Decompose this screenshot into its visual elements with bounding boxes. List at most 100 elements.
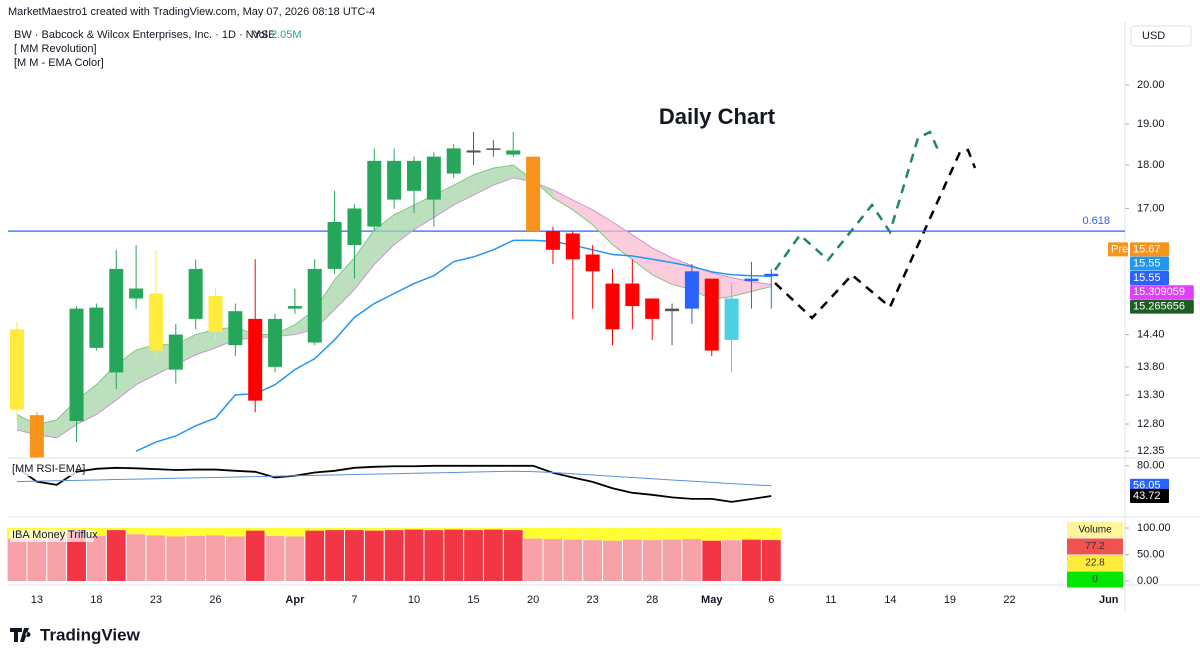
pane-label: [MM RSI-EMA] (12, 463, 85, 475)
ribbon-segment (195, 329, 216, 355)
candle-body (665, 308, 680, 312)
candle-body (625, 283, 640, 307)
flow-background (384, 528, 405, 531)
flow-bar (285, 536, 305, 581)
flow-bar (742, 539, 761, 581)
flow-background (562, 528, 583, 540)
candle-body (69, 308, 84, 422)
flow-bar (364, 530, 384, 581)
candle-body (645, 298, 660, 319)
flow-background (602, 528, 623, 541)
ribbon-segment (652, 247, 673, 285)
price-tag: 15.309059 (1133, 286, 1185, 298)
x-tick-label: 10 (408, 594, 420, 606)
rsi-tag: 43.72 (1133, 490, 1161, 502)
flow-bar (67, 529, 86, 581)
price-tag-box (1130, 285, 1194, 300)
candle-body (684, 271, 699, 309)
y-tick-label: 14.40 (1137, 328, 1165, 340)
rsi-tag-box (1130, 488, 1169, 503)
x-tick-label: 14 (884, 594, 896, 606)
price-tag-box (1130, 299, 1194, 314)
ribbon-segment (592, 209, 613, 245)
price-tag: 15.67 (1133, 243, 1161, 255)
rsi-tag: 56.05 (1133, 480, 1161, 492)
projection-green (773, 130, 940, 271)
candle-body (724, 298, 739, 340)
flow-bar (642, 540, 662, 581)
price-tag-box (1130, 256, 1169, 271)
flow-background (423, 528, 444, 531)
ema-line (135, 239, 772, 452)
candle-body (228, 311, 243, 346)
flow-bar (126, 534, 146, 581)
y-tick-label: 12.80 (1137, 418, 1165, 430)
flow-bar (325, 530, 345, 581)
x-tick-label: Apr (285, 594, 305, 606)
flow-background (225, 528, 246, 537)
y-tick-label: 13.80 (1137, 361, 1165, 373)
flow-bar (345, 530, 364, 581)
currency-box[interactable] (1130, 25, 1192, 47)
indicator-label: [ MM Revolution] (14, 43, 97, 55)
x-tick-label: 6 (768, 594, 774, 606)
flow-bar (444, 529, 464, 581)
flow-bar (404, 529, 424, 581)
candle-body (545, 231, 560, 250)
flow-background (543, 528, 563, 540)
ribbon-segment (414, 195, 434, 230)
y-tick-label: 80.00 (1137, 460, 1165, 472)
candle-body (764, 273, 779, 277)
ribbon-fast-line (16, 164, 772, 426)
candle-body (367, 160, 382, 227)
x-tick-label: 20 (527, 594, 539, 606)
y-tick-label: 18.00 (1137, 159, 1165, 171)
flow-bar (761, 540, 781, 581)
flow-background (106, 528, 127, 531)
flow-background (582, 528, 603, 541)
flow-background (344, 528, 365, 531)
ribbon-segment (612, 222, 633, 260)
volume-value: 2.05M (271, 29, 302, 41)
x-tick-label: 26 (209, 594, 221, 606)
candle-body (29, 415, 44, 458)
x-tick-label: 22 (1003, 594, 1015, 606)
candle-body (387, 160, 402, 200)
flow-bar (47, 537, 67, 581)
flow-bar (7, 538, 27, 581)
ribbon-segment (374, 214, 395, 265)
flow-background (245, 528, 266, 531)
flow-bar (682, 539, 702, 581)
fib-label: 0.618 (1082, 215, 1110, 227)
flow-background (284, 528, 305, 537)
flow-background (146, 528, 166, 536)
flow-bar (146, 535, 166, 581)
ribbon-segment (572, 200, 593, 225)
ribbon-segment (552, 189, 573, 210)
ribbon-segment (493, 165, 514, 186)
flow-bar (563, 539, 583, 581)
flow-bar (245, 530, 265, 581)
flow-background (741, 528, 762, 540)
candle-body (327, 222, 342, 269)
x-tick-label: 11 (825, 594, 836, 606)
flow-background (205, 528, 226, 536)
flow-background (483, 528, 504, 530)
flow-background (126, 528, 147, 535)
projection-black (774, 148, 977, 320)
flow-bar (483, 529, 503, 581)
candle-body (208, 295, 223, 332)
candle-body (10, 329, 24, 410)
currency[interactable]: USD (1142, 30, 1165, 42)
candle-body (486, 148, 501, 150)
x-tick-label: 23 (587, 594, 599, 606)
flow-background (642, 528, 663, 541)
y-tick-label: 20.00 (1137, 79, 1165, 91)
candle-body (287, 306, 302, 309)
flow-bar (424, 530, 444, 581)
flow-bar (27, 539, 47, 581)
rsi-line (16, 470, 772, 487)
y-tick-label: 13.30 (1137, 389, 1165, 401)
x-tick-label: 15 (467, 594, 479, 606)
